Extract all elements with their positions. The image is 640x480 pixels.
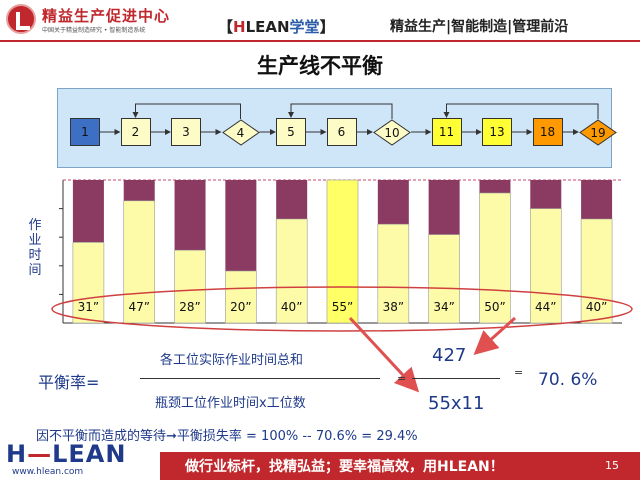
arrow-to-numerator	[473, 316, 516, 355]
bar-idle	[479, 180, 511, 193]
brand-subtitle: 中国关于精益制造研究 • 智能制造系统	[42, 27, 146, 34]
flow-decision-4: 4	[221, 119, 260, 146]
bar-idle	[428, 180, 460, 235]
bar-value-label: 38”	[382, 300, 405, 314]
footer-logo-rest: LEAN	[52, 440, 127, 468]
bar-idle	[377, 180, 409, 225]
bar-work	[529, 208, 562, 324]
bar-value-label: 31”	[77, 300, 100, 314]
fraction-line-2	[412, 378, 500, 379]
brand-title: 精益生产促进中心	[42, 7, 171, 25]
bar-value-label: 40”	[280, 300, 303, 314]
bar-value-label: 20”	[230, 300, 252, 314]
equals-sign-2: =	[514, 366, 524, 379]
flow-node-2: 2	[120, 118, 151, 146]
equals-sign-1: =	[397, 372, 407, 385]
flow-node-18: 18	[532, 118, 563, 146]
footer-bar	[160, 452, 640, 480]
flow-loop-0	[132, 103, 241, 119]
balance-rate-label: 平衡率=	[38, 373, 100, 392]
numerator-value: 427	[432, 345, 467, 366]
bar-work	[377, 223, 410, 324]
bar-work	[428, 234, 460, 324]
bar-work	[580, 218, 613, 324]
hlean-school-label: 【HLEAN学堂】	[218, 16, 335, 37]
footer-logo-h: H	[6, 440, 28, 468]
bar-idle	[581, 180, 613, 219]
page-number: 15	[605, 459, 619, 472]
flow-decision-19: 19	[579, 119, 617, 146]
bar-work	[123, 200, 156, 324]
footer-logo-dash: —	[27, 440, 53, 468]
header-tagline: 精益生产|智能制造|管理前沿	[390, 19, 569, 35]
bar-work	[72, 242, 105, 324]
flow-node-1: 1	[70, 118, 100, 146]
bar-value-label: 55”	[331, 300, 354, 314]
bar-idle	[276, 180, 308, 219]
denominator-value: 55x11	[428, 393, 485, 414]
footer-slogan: 做行业标杆，找精弘益；要幸福高效，用HLEAN！	[185, 459, 504, 475]
footer-logo: H—LEAN	[6, 440, 126, 468]
flow-node-13: 13	[482, 118, 512, 146]
hlean-cn: 学堂	[289, 18, 320, 36]
bar-idle	[72, 180, 104, 243]
bar-work	[275, 218, 308, 324]
bar-idle	[174, 180, 206, 251]
numerator-text: 各工位实际作业时间总和	[160, 353, 304, 368]
flow-node-3: 3	[171, 118, 201, 146]
bar-value-label: 40”	[585, 300, 608, 314]
bar-idle	[530, 180, 562, 209]
flow-loop-1	[288, 103, 393, 119]
bracket-open: 【	[218, 18, 234, 36]
footer-url: www.hlean.com	[12, 467, 84, 477]
hlean-lean: LEAN	[245, 18, 290, 36]
flow-loop-2	[443, 103, 599, 119]
bar-work	[479, 192, 511, 324]
bracket-close: 】	[319, 18, 335, 36]
bar-work	[174, 249, 206, 324]
bar-idle	[123, 180, 155, 201]
y-axis-label: 作业时间	[28, 218, 42, 278]
balance-rate-result: 70. 6%	[538, 370, 598, 390]
bar-value-label: 50”	[484, 300, 506, 314]
bar-work	[225, 270, 257, 324]
header-divider	[0, 40, 640, 42]
labels-highlight-ellipse	[51, 286, 633, 332]
bar-value-label: 44”	[535, 300, 557, 314]
hlean-h: H	[233, 18, 246, 36]
fraction-line	[140, 378, 380, 379]
flow-node-11: 11	[431, 118, 462, 146]
flow-decision-10: 10	[373, 119, 411, 146]
bar-value-label: 47”	[128, 300, 150, 314]
flow-node-6: 6	[326, 118, 357, 146]
bar-value-label: 28”	[179, 300, 201, 314]
flow-node-5: 5	[276, 118, 306, 146]
bar-idle	[225, 180, 257, 271]
denominator-text: 瓶颈工位作业时间x工位数	[155, 396, 306, 411]
slide-title: 生产线不平衡	[257, 54, 383, 78]
bar-work	[326, 179, 359, 324]
brand-logo-icon	[6, 4, 36, 34]
balance-loss-text: 因不平衡而造成的等待➞平衡损失率 = 100% -- 70.6% = 29.4%	[36, 429, 418, 444]
bar-value-label: 34”	[433, 300, 455, 314]
arrow-to-denominator	[348, 316, 420, 393]
